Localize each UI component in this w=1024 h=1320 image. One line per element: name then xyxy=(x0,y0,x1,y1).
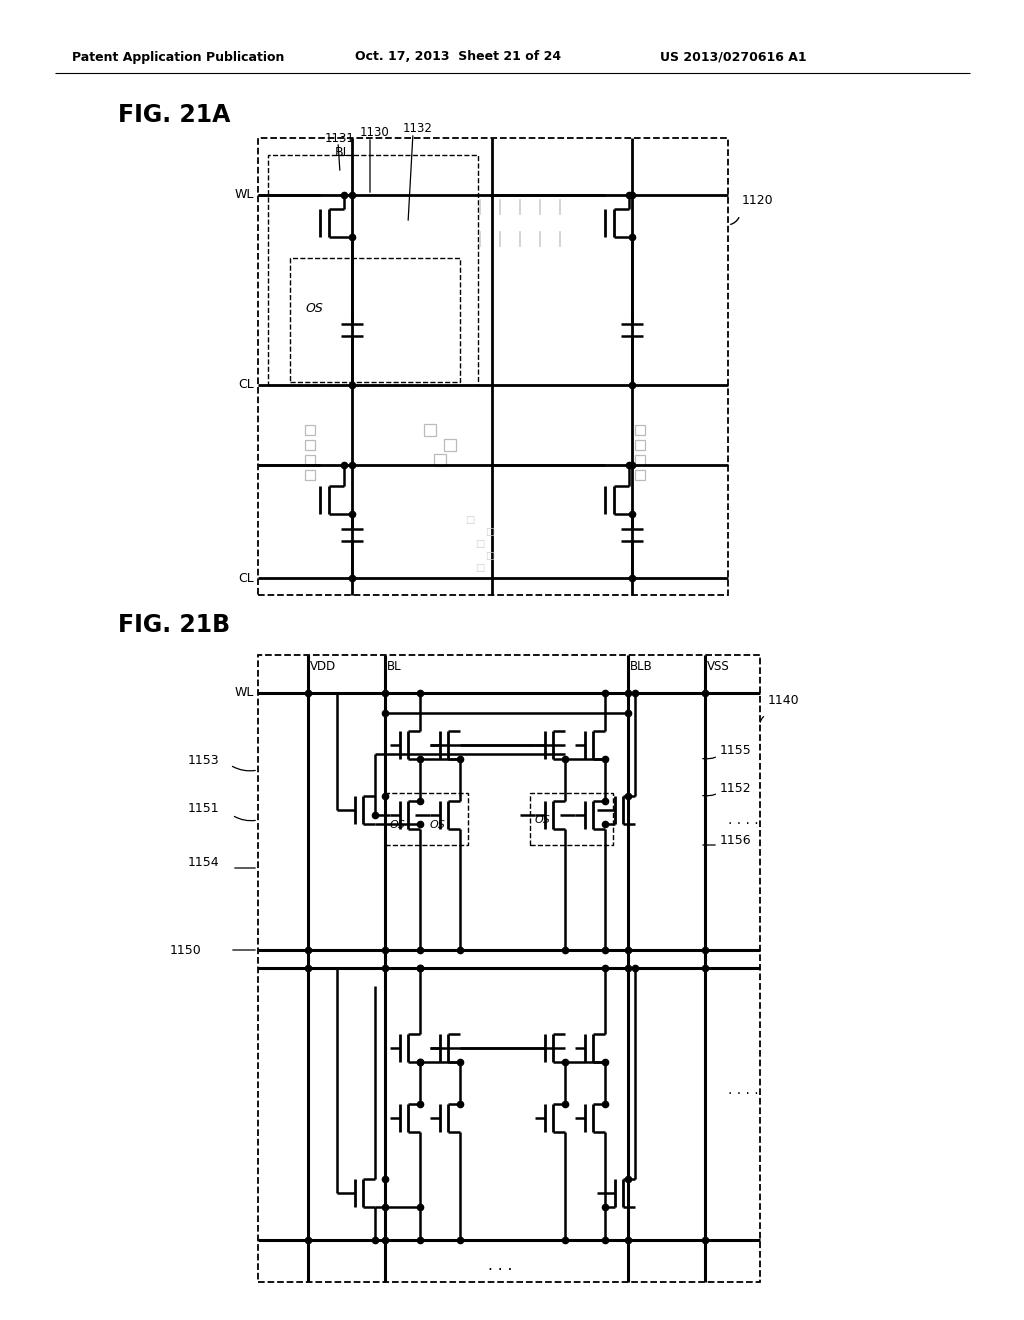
Text: BLB: BLB xyxy=(630,660,652,673)
Text: . . . .: . . . . xyxy=(728,813,759,828)
Text: FIG. 21A: FIG. 21A xyxy=(118,103,230,127)
Text: CL: CL xyxy=(239,379,254,392)
Text: 1152: 1152 xyxy=(720,781,752,795)
Text: OS: OS xyxy=(535,814,551,825)
Bar xyxy=(268,154,478,385)
Bar xyxy=(305,440,315,450)
Bar xyxy=(305,455,315,465)
Bar xyxy=(635,455,645,465)
Text: 1132: 1132 xyxy=(403,121,433,135)
Text: 1131: 1131 xyxy=(325,132,355,144)
Text: OS: OS xyxy=(390,820,406,830)
Text: □: □ xyxy=(475,564,484,573)
Text: □: □ xyxy=(465,515,475,525)
Bar xyxy=(290,257,460,381)
Text: BL: BL xyxy=(335,145,350,158)
Bar xyxy=(258,139,728,595)
Text: . . .: . . . xyxy=(487,1258,512,1272)
Bar xyxy=(305,425,315,436)
Bar xyxy=(530,793,613,845)
Bar xyxy=(385,793,468,845)
Text: 1150: 1150 xyxy=(170,944,202,957)
Text: Patent Application Publication: Patent Application Publication xyxy=(72,50,285,63)
Text: 1155: 1155 xyxy=(720,743,752,756)
Bar xyxy=(635,440,645,450)
Text: □: □ xyxy=(485,527,495,537)
Bar xyxy=(635,470,645,480)
Text: . . . .: . . . . xyxy=(728,1082,759,1097)
Text: □: □ xyxy=(475,539,484,549)
Text: BL: BL xyxy=(387,660,401,673)
Text: 1156: 1156 xyxy=(720,833,752,846)
Text: 1154: 1154 xyxy=(188,855,219,869)
Text: VDD: VDD xyxy=(310,660,336,673)
Text: CL: CL xyxy=(239,572,254,585)
Text: 1120: 1120 xyxy=(742,194,773,206)
Bar xyxy=(305,470,315,480)
Text: OS: OS xyxy=(430,820,445,830)
Text: VSS: VSS xyxy=(707,660,730,673)
Bar xyxy=(258,655,760,1282)
Text: WL: WL xyxy=(234,686,254,700)
Text: 1140: 1140 xyxy=(768,693,800,706)
Text: □: □ xyxy=(485,550,495,561)
Text: 1130: 1130 xyxy=(360,125,390,139)
Text: 1153: 1153 xyxy=(188,754,219,767)
Text: 1151: 1151 xyxy=(188,801,219,814)
Text: US 2013/0270616 A1: US 2013/0270616 A1 xyxy=(660,50,807,63)
Bar xyxy=(635,425,645,436)
Text: Oct. 17, 2013  Sheet 21 of 24: Oct. 17, 2013 Sheet 21 of 24 xyxy=(355,50,561,63)
Text: WL: WL xyxy=(234,189,254,202)
Text: FIG. 21B: FIG. 21B xyxy=(118,612,230,638)
Text: OS: OS xyxy=(305,301,323,314)
